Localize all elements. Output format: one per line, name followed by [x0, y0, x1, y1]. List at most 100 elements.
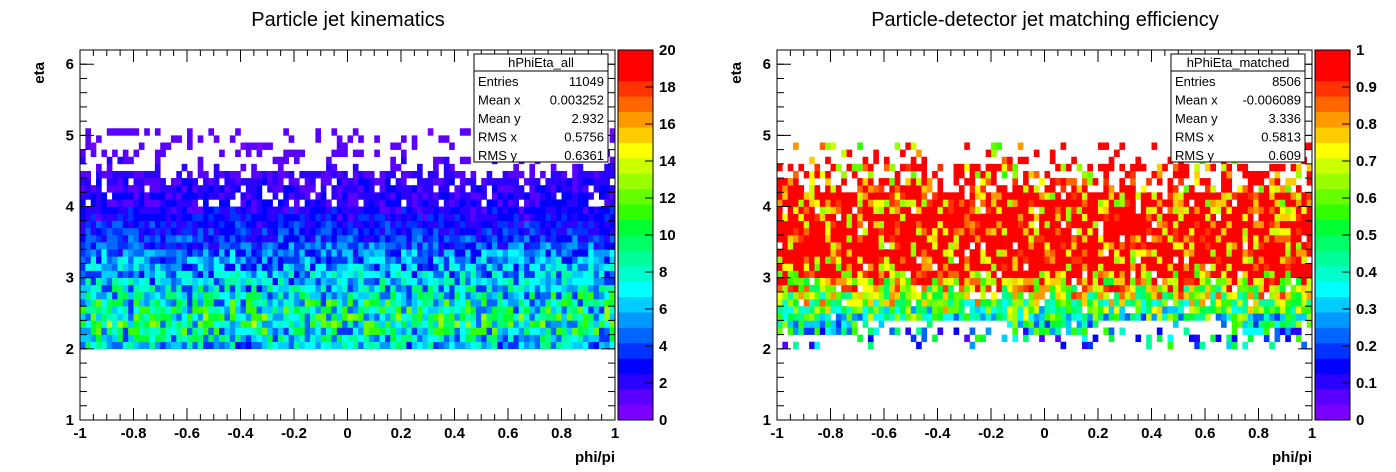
heatmap-cell [942, 235, 949, 243]
heatmap-cell [433, 249, 439, 257]
heatmap-cell [1205, 249, 1211, 257]
heatmap-cell [1247, 306, 1254, 314]
heatmap-cell [540, 277, 546, 286]
heatmap-cell [1033, 227, 1040, 236]
heatmap-cell [427, 220, 434, 229]
heatmap-cell [176, 320, 182, 328]
heatmap-cell [985, 277, 992, 286]
colorbar-segment [618, 327, 653, 344]
heatmap-cell [905, 242, 912, 250]
heatmap-cell [518, 249, 525, 257]
heatmap-cell [1140, 185, 1147, 193]
heatmap-cell [1178, 170, 1184, 179]
heatmap-cell [793, 320, 799, 328]
heatmap-cell [609, 284, 616, 293]
heatmap-cell [588, 284, 594, 293]
heatmap-cell [524, 235, 530, 243]
heatmap-cell [1087, 178, 1093, 186]
heatmap-cell [540, 170, 546, 179]
heatmap-cell [310, 299, 316, 307]
heatmap-cell [916, 199, 922, 207]
heatmap-cell [529, 263, 536, 271]
heatmap-cell [128, 299, 134, 307]
heatmap-cell [128, 206, 134, 214]
heatmap-cell [1001, 199, 1008, 207]
heatmap-cell [991, 149, 997, 158]
heatmap-cell [588, 327, 594, 335]
heatmap-cell [846, 277, 853, 286]
heatmap-cell [1033, 263, 1040, 271]
heatmap-cell [1306, 178, 1313, 186]
heatmap-cell [1205, 192, 1211, 200]
heatmap-cell [149, 256, 156, 264]
heatmap-cell [572, 163, 578, 172]
heatmap-cell [572, 249, 578, 257]
heatmap-cell [427, 235, 434, 243]
heatmap-cell [1087, 206, 1093, 214]
heatmap-cell [352, 178, 359, 186]
heatmap-cell [1023, 220, 1029, 229]
heatmap-cell [835, 185, 842, 193]
heatmap-cell [1178, 227, 1184, 236]
heatmap-cell [160, 142, 166, 150]
heatmap-cell [342, 313, 348, 321]
heatmap-cell [1178, 256, 1184, 264]
heatmap-cell [1140, 299, 1147, 307]
heatmap-cell [149, 170, 156, 179]
heatmap-cell [566, 227, 573, 236]
heatmap-cell [256, 213, 263, 222]
heatmap-cell [958, 284, 965, 293]
heatmap-cell [1119, 178, 1126, 186]
heatmap-cell [534, 284, 541, 293]
heatmap-cell [926, 178, 933, 186]
heatmap-cell [154, 270, 161, 278]
heatmap-cell [481, 277, 487, 286]
heatmap-cell [518, 256, 525, 264]
heatmap-cell [261, 327, 268, 335]
heatmap-cell [803, 277, 810, 286]
heatmap-cell [310, 263, 316, 271]
heatmap-cell [529, 170, 536, 179]
heatmap-cell [347, 341, 354, 350]
heatmap-cell [401, 178, 407, 186]
heatmap-cell [160, 242, 166, 250]
heatmap-cells [777, 142, 1313, 350]
heatmap-cell [261, 170, 268, 179]
heatmap-cell [1023, 185, 1029, 193]
heatmap-cell [958, 185, 965, 193]
heatmap-cell [1017, 213, 1024, 222]
heatmap-cell [582, 220, 589, 229]
heatmap-cell [889, 299, 895, 307]
heatmap-cell [540, 320, 546, 328]
heatmap-cell [540, 213, 546, 222]
heatmap-cell [905, 206, 912, 214]
heatmap-cell [256, 320, 263, 328]
colorbar-segment [618, 312, 653, 328]
heatmap-cell [793, 220, 799, 229]
heatmap-cell [932, 313, 938, 321]
heatmap-cell [609, 128, 616, 136]
heatmap-cell [1081, 199, 1088, 207]
heatmap-cell [873, 220, 879, 229]
heatmap-cell [170, 135, 177, 143]
heatmap-cell [534, 306, 541, 314]
heatmap-cell [85, 334, 91, 343]
heatmap-cell [1012, 270, 1019, 278]
heatmap-cell [326, 163, 332, 172]
heatmap-cell [176, 235, 182, 243]
heatmap-cell [1007, 227, 1013, 236]
heatmap-cell [1076, 213, 1083, 222]
heatmap-cell [1301, 227, 1307, 236]
heatmap-cell [1258, 291, 1265, 300]
heatmap-cell [1172, 192, 1179, 200]
heatmap-cell [443, 170, 450, 179]
heatmap-cell [160, 213, 166, 222]
heatmap-cell [953, 327, 960, 335]
heatmap-cell [878, 220, 885, 229]
stats-row-label: RMS x [478, 130, 518, 145]
heatmap-cell [497, 270, 503, 278]
heatmap-cell [417, 284, 423, 293]
heatmap-cell [181, 220, 188, 229]
heatmap-cell [1178, 284, 1184, 293]
heatmap-cell [900, 227, 906, 236]
